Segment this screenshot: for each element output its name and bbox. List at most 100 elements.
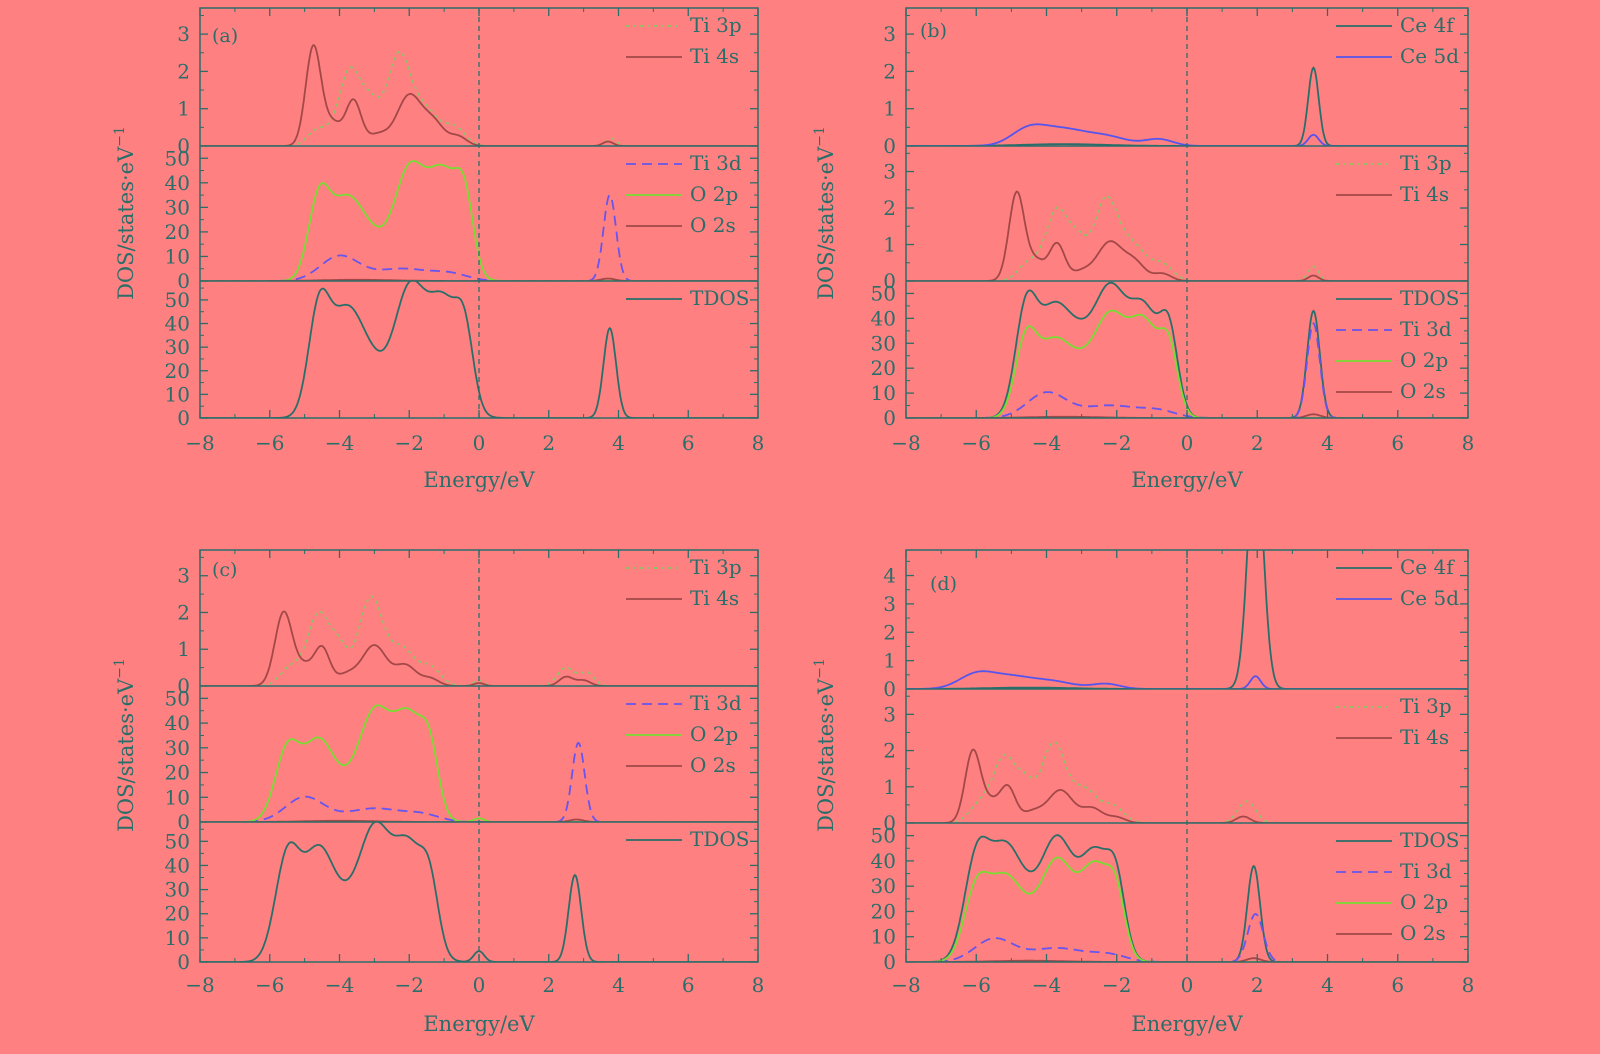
x-tick-label: 6 — [1391, 431, 1404, 455]
x-tick-label: 2 — [542, 973, 555, 997]
y-tick-label: 2 — [883, 59, 896, 83]
x-tick-label: 4 — [1321, 431, 1334, 455]
y-tick-label: 0 — [883, 406, 896, 430]
series-ti-4s — [200, 610, 758, 686]
x-axis-label: Energy/eV — [1131, 468, 1243, 492]
subplot-1: 0 1 2 3 Ti 3p Ti 4s — [883, 145, 1468, 293]
y-tick-label: 20 — [165, 902, 190, 926]
y-tick-label: 2 — [883, 739, 896, 763]
series-ti-3d — [200, 741, 758, 822]
y-tick-label: 3 — [177, 564, 190, 588]
x-tick-label: 4 — [1321, 973, 1334, 997]
y-tick-label: 40 — [871, 849, 896, 873]
y-tick-label: 10 — [871, 925, 896, 949]
x-axis-label: Energy/eV — [1131, 1012, 1243, 1036]
legend-label: O 2s — [690, 213, 736, 237]
y-tick-label: 0 — [177, 134, 190, 158]
legend-label: Ti 3d — [690, 691, 742, 715]
legend-label: O 2s — [690, 753, 736, 777]
y-axis-label-superscript: −1 — [812, 658, 828, 679]
legend-label: Ti 4s — [1400, 182, 1449, 206]
x-tick-label: 6 — [682, 973, 695, 997]
legend-label: Ce 4f — [1400, 13, 1455, 37]
y-axis-label-superscript: −1 — [812, 126, 828, 147]
y-tick-label: 20 — [165, 761, 190, 785]
x-tick-label: −6 — [962, 973, 991, 997]
y-tick-label: 30 — [165, 195, 190, 219]
y-axis-label: DOS/states·eV−1 — [812, 126, 838, 300]
series-tdos — [200, 281, 758, 418]
y-tick-label: 3 — [177, 22, 190, 46]
subplot-0: 0 1 2 3 Ti 3p Ti 4s — [177, 13, 758, 158]
y-tick-label: 20 — [871, 899, 896, 923]
legend-label: Ce 5d — [1400, 586, 1459, 610]
series-ce-5d — [906, 670, 1468, 689]
panel-label: (d) — [930, 573, 957, 595]
legend-label: O 2p — [690, 722, 738, 746]
series-tdos — [906, 834, 1468, 962]
series-o-2p — [200, 704, 758, 822]
legend-label: O 2p — [690, 182, 738, 206]
series-ti-3d — [906, 913, 1468, 962]
y-axis-label: DOS/states·eV−1 — [112, 658, 138, 832]
panel-label: (b) — [920, 20, 947, 42]
legend-label: O 2s — [1400, 379, 1446, 403]
x-tick-label: 0 — [1181, 431, 1194, 455]
x-tick-label: −2 — [1102, 973, 1131, 997]
y-tick-label: 30 — [871, 874, 896, 898]
series-ti-3p — [906, 740, 1468, 823]
y-tick-label: 0 — [177, 406, 190, 430]
x-tick-label: 2 — [1251, 431, 1264, 455]
y-tick-label: 0 — [883, 269, 896, 293]
y-axis-label-superscript: −1 — [112, 658, 128, 679]
plot-frame — [905, 549, 1469, 963]
legend-label: Ti 3p — [1400, 151, 1452, 175]
y-tick-label: 10 — [871, 381, 896, 405]
y-tick-label: 30 — [871, 331, 896, 355]
y-tick-label: 3 — [883, 702, 896, 726]
series-o-2p — [906, 856, 1468, 962]
x-tick-label: −8 — [891, 973, 920, 997]
x-tick-label: −8 — [185, 973, 214, 997]
y-tick-label: 2 — [177, 59, 190, 83]
y-tick-label: 50 — [165, 686, 190, 710]
panel-label: (a) — [212, 25, 238, 47]
y-tick-label: 40 — [165, 853, 190, 877]
y-tick-label: 20 — [165, 220, 190, 244]
y-tick-label: 40 — [165, 171, 190, 195]
y-axis-label-text: DOS/states·eV — [814, 146, 838, 300]
legend-label: O 2p — [1400, 348, 1448, 372]
y-tick-label: 1 — [883, 775, 896, 799]
y-tick-label: 0 — [883, 950, 896, 974]
y-tick-label: 20 — [871, 356, 896, 380]
x-tick-label: 2 — [1251, 973, 1264, 997]
y-tick-label: 0 — [883, 811, 896, 835]
x-tick-label: 4 — [612, 431, 625, 455]
y-tick-label: 10 — [165, 785, 190, 809]
x-tick-label: 2 — [542, 431, 555, 455]
series-ti-3p — [200, 50, 758, 146]
y-tick-label: 50 — [871, 824, 896, 848]
x-tick-label: −6 — [962, 431, 991, 455]
y-tick-label: 30 — [165, 878, 190, 902]
x-tick-label: 0 — [1181, 973, 1194, 997]
legend-label: O 2p — [1400, 890, 1448, 914]
subplot-0: 0 1 2 3 4 Ce 4f Ce 5d — [883, 550, 1468, 701]
legend-label: Ce 5d — [1400, 44, 1459, 68]
y-tick-label: 3 — [883, 22, 896, 46]
x-tick-label: −4 — [1032, 973, 1061, 997]
y-tick-label: 10 — [165, 926, 190, 950]
y-tick-label: 2 — [883, 196, 896, 220]
y-tick-label: 1 — [177, 97, 190, 121]
x-tick-label: 6 — [682, 431, 695, 455]
y-tick-label: 50 — [165, 829, 190, 853]
x-tick-label: −4 — [325, 431, 354, 455]
y-tick-label: 50 — [165, 146, 190, 170]
